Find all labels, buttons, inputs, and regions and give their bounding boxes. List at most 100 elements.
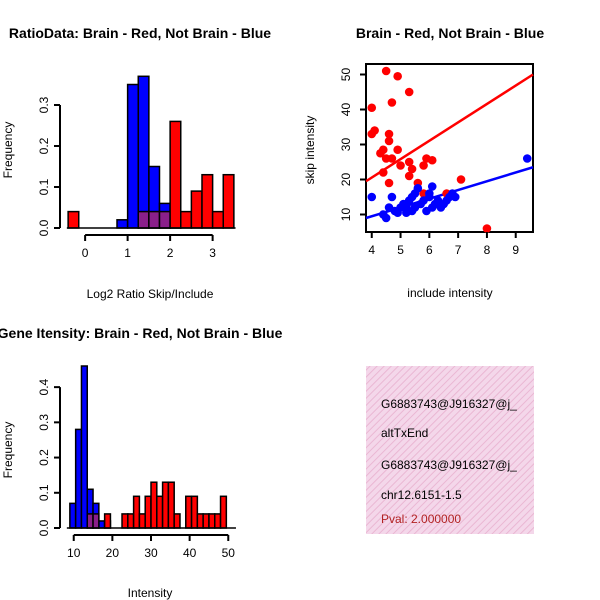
histogram-bar-brain-7 xyxy=(144,495,152,529)
histogram-bar-not-brain-1 xyxy=(126,83,139,229)
histogram-bar-brain-9 xyxy=(156,495,164,529)
histogram-bar-brain-3 xyxy=(158,210,171,229)
histogram-bar-brain-16 xyxy=(202,513,210,529)
intensity-histogram-axes: 10 20 30 40 50 0.0 0.1 0.2 0.3 0.4 xyxy=(37,378,235,560)
x-tick-label: 8 xyxy=(484,243,491,257)
scatter-points xyxy=(367,66,532,233)
scatter-point-brain-4 xyxy=(367,103,377,113)
scatter-point-not-brain-32 xyxy=(522,154,532,163)
scatter-point-brain-6 xyxy=(384,129,394,139)
histogram-bar-brain-17 xyxy=(208,513,216,529)
ratio-histogram-xlabel: Log2 Ratio Skip/Include xyxy=(87,287,214,301)
ratio-histogram-bars xyxy=(66,75,236,229)
histogram-bar-not-brain-2 xyxy=(137,75,150,229)
histogram-bar-brain-14 xyxy=(190,495,199,529)
y-tick-label: 0.1 xyxy=(37,484,51,501)
scatter-point-brain-16 xyxy=(427,155,437,165)
scatter-xlabel: include intensity xyxy=(407,286,492,300)
y-tick-label: 40 xyxy=(339,103,353,117)
y-tick-label: 0.0 xyxy=(37,519,51,536)
ratio-histogram-title: RatioData: Brain - Red, Not Brain - Blue xyxy=(9,25,271,41)
histogram-bar-brain-4 xyxy=(169,120,182,229)
histogram-bar-brain-0 xyxy=(67,210,80,229)
histogram-bar-brain-1 xyxy=(137,210,150,229)
y-tick-label: 0.2 xyxy=(37,449,51,466)
x-tick-label: 1 xyxy=(124,246,131,260)
histogram-bar-brain-9 xyxy=(222,173,235,229)
scatter-point-brain-2 xyxy=(404,87,414,97)
y-tick-label: 0.0 xyxy=(37,219,51,236)
scatter-point-not-brain-0 xyxy=(367,192,377,202)
y-tick-label: 0.3 xyxy=(37,96,51,113)
scatter-point-not-brain-30 xyxy=(402,208,411,218)
x-tick-label: 7 xyxy=(455,243,462,257)
histogram-bar-not-brain-2 xyxy=(80,365,88,529)
intensity-histogram-ylabel: Frequency xyxy=(1,422,15,479)
x-tick-label: 50 xyxy=(222,546,236,560)
scatter-point-brain-8 xyxy=(367,129,377,139)
y-tick-label: 0.3 xyxy=(37,414,51,431)
x-tick-label: 3 xyxy=(209,246,216,260)
scatter-point-brain-1 xyxy=(393,71,402,81)
scatter-point-brain-3 xyxy=(387,98,397,107)
x-tick-label: 0 xyxy=(82,246,89,260)
histogram-bar-brain-2 xyxy=(148,210,161,229)
scatter-point-brain-24 xyxy=(456,175,466,184)
info-location: chr12.6151-1.5 xyxy=(381,488,462,502)
y-tick-label: 30 xyxy=(339,138,353,152)
histogram-bar-brain-19 xyxy=(219,495,228,529)
intensity-histogram-panel: Gene Itensity: Brain - Red, Not Brain - … xyxy=(0,325,283,600)
info-box-clip: G6883743@J916327@j_ altTxEnd G6883743@J9… xyxy=(381,397,517,526)
histogram-bar-brain-12 xyxy=(173,513,181,529)
x-tick-label: 10 xyxy=(67,546,81,560)
x-tick-label: 5 xyxy=(397,243,404,257)
info-gene-id: G6883743@J916327@j_ xyxy=(381,397,517,411)
histogram-bar-brain-6 xyxy=(138,513,146,529)
scatter-point-not-brain-29 xyxy=(381,213,391,223)
ratio-histogram-ylabel: Frequency xyxy=(1,122,15,179)
histogram-bar-brain-1 xyxy=(92,513,100,529)
scatter-point-brain-21 xyxy=(404,171,414,181)
histogram-bar-brain-8 xyxy=(211,210,224,229)
scatter-axes: 4 5 6 7 8 9 10 20 30 40 50 xyxy=(339,68,519,257)
y-tick-label: 0.1 xyxy=(37,178,51,195)
scatter-point-brain-13 xyxy=(387,154,397,163)
histogram-bar-not-brain-1 xyxy=(74,428,83,529)
scatter-point-brain-11 xyxy=(376,148,385,158)
scatter-point-not-brain-31 xyxy=(450,192,460,202)
info-panel: G6883743@J916327@j_ altTxEnd G6883743@J9… xyxy=(366,366,534,534)
scatter-point-not-brain-18 xyxy=(425,189,434,198)
x-tick-label: 6 xyxy=(426,243,433,257)
intensity-histogram-title: Gene Itensity: Brain - Red, Not Brain - … xyxy=(0,325,283,341)
x-tick-label: 20 xyxy=(106,546,120,560)
histogram-bar-brain-0 xyxy=(86,513,94,529)
scatter-point-brain-0 xyxy=(381,66,391,76)
histogram-bar-brain-5 xyxy=(132,495,141,529)
scatter-point-brain-27 xyxy=(482,224,492,233)
histogram-bar-brain-15 xyxy=(196,513,204,529)
histogram-bar-not-brain-5 xyxy=(98,520,106,529)
scatter-point-brain-10 xyxy=(393,145,402,155)
scatter-title: Brain - Red, Not Brain - Blue xyxy=(356,25,544,41)
histogram-bar-brain-8 xyxy=(150,481,158,529)
histogram-bar-brain-18 xyxy=(214,513,222,529)
y-tick-label: 0.4 xyxy=(37,378,51,395)
histogram-bar-brain-5 xyxy=(180,210,193,229)
histogram-bar-brain-6 xyxy=(190,190,203,229)
histogram-bar-brain-11 xyxy=(167,481,175,529)
scatter-plot-box xyxy=(365,63,534,233)
scatter-point-not-brain-20 xyxy=(427,182,437,191)
histogram-bar-not-brain-0 xyxy=(116,219,129,229)
x-tick-label: 4 xyxy=(368,243,375,257)
histogram-bar-brain-13 xyxy=(185,495,193,529)
info-event-type: altTxEnd xyxy=(381,426,428,440)
histogram-bar-not-brain-0 xyxy=(69,502,77,529)
scatter-point-brain-7 xyxy=(384,136,394,146)
histogram-bar-brain-10 xyxy=(161,481,170,529)
scatter-point-brain-19 xyxy=(419,161,428,170)
scatter-point-not-brain-28 xyxy=(387,192,397,202)
info-box-background xyxy=(366,366,534,534)
intensity-histogram-xlabel: Intensity xyxy=(128,586,173,600)
scatter-point-brain-20 xyxy=(378,168,388,177)
scatter-point-brain-23 xyxy=(384,178,394,188)
